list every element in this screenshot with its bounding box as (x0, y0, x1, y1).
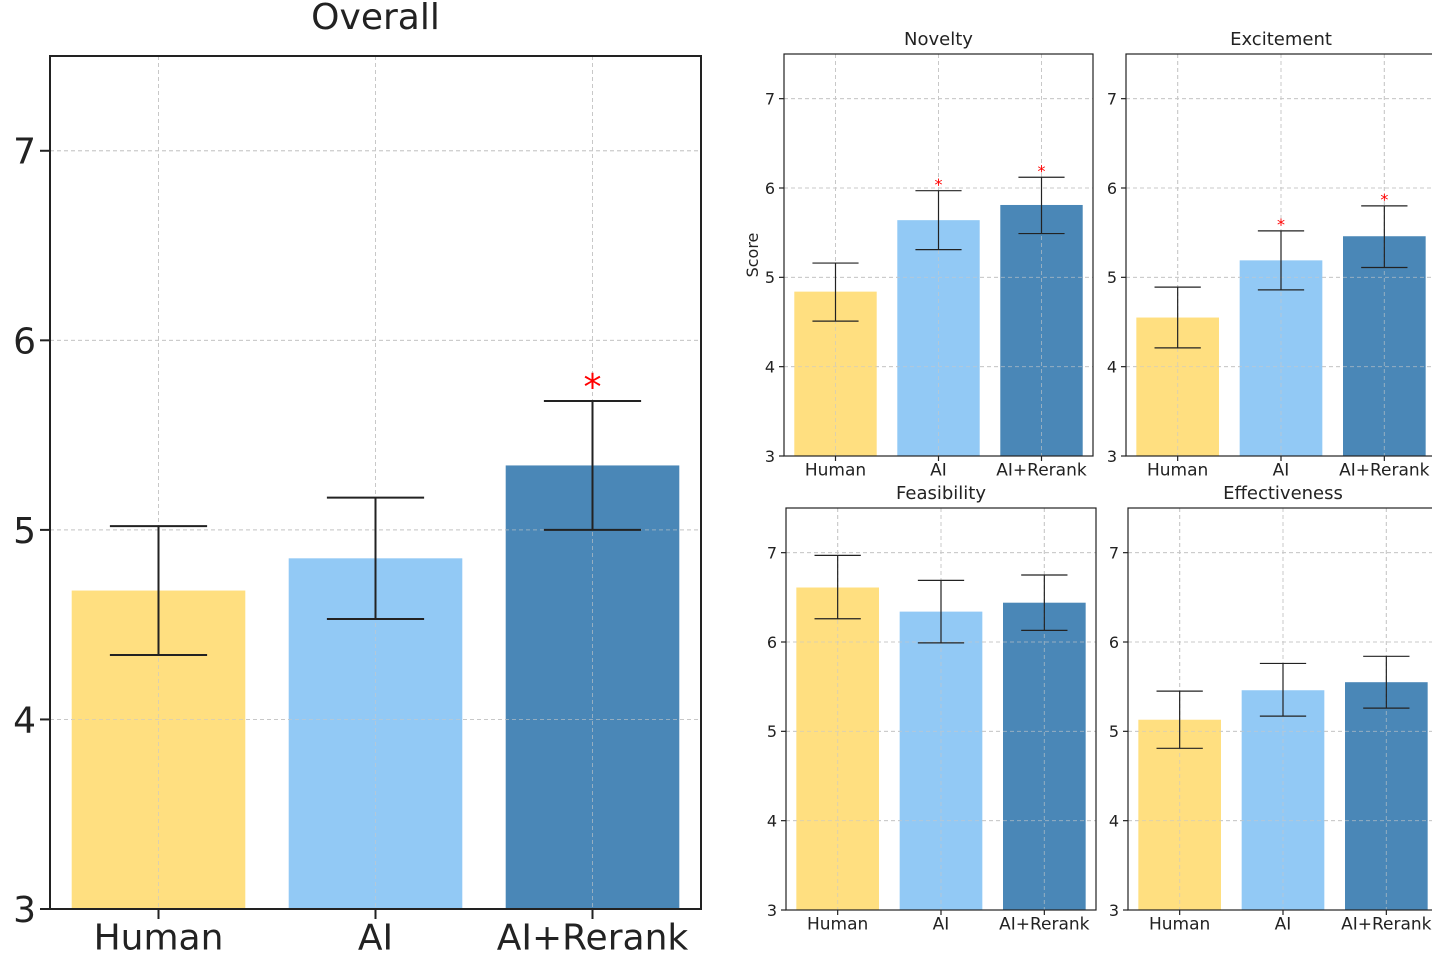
x-tick-label: AI (358, 918, 393, 954)
x-tick-label: AI+Rerank (996, 460, 1087, 480)
x-tick-label: AI (930, 460, 947, 480)
chart-panel-overall: * 3 4 5 6 7 Human AI AI+Rerank Overall (13, 0, 702, 954)
y-tick-label: 6 (767, 633, 777, 652)
y-tick-label: 7 (767, 543, 777, 562)
x-tick-label: AI+Rerank (1341, 914, 1432, 934)
chart-title: Novelty (904, 29, 973, 50)
y-tick-label: 5 (13, 511, 36, 552)
x-tick-label: Human (807, 914, 868, 934)
chart-panel-feasibility: 3 4 5 6 7 Human AI AI+Rerank Feasibility (767, 483, 1097, 934)
y-tick-label: 3 (765, 447, 775, 466)
y-tick-label: 4 (13, 700, 36, 741)
y-tick-label: 5 (1109, 722, 1119, 741)
y-tick-label: 6 (1109, 633, 1119, 652)
chart-panel-novelty: * * 3 4 5 6 7 Human AI AI+Rerank Novelty Score (743, 29, 1094, 480)
y-axis-label: Score (743, 233, 762, 278)
x-tick-label: Human (1149, 914, 1210, 934)
significance-marker: * (935, 175, 943, 194)
chart-title: Overall (311, 0, 440, 38)
bar-ai-rerank (1343, 236, 1426, 456)
y-tick-label: 6 (13, 321, 36, 362)
y-tick-label: 4 (1107, 357, 1117, 376)
chart-title: Effectiveness (1223, 483, 1343, 504)
chart-panel-excitement: * * 3 4 5 6 7 Human AI AI+Rerank Excitement (1107, 29, 1432, 480)
y-tick-label: 7 (765, 89, 775, 108)
y-tick-label: 4 (767, 811, 777, 830)
y-tick-label: 3 (13, 890, 36, 931)
x-tick-label: AI (1273, 460, 1290, 480)
y-tick-label: 7 (13, 132, 36, 173)
significance-marker: * (1277, 215, 1285, 234)
chart-title: Feasibility (896, 483, 986, 504)
y-tick-label: 4 (765, 357, 775, 376)
y-tick-label: 6 (1107, 179, 1117, 198)
x-tick-label: Human (805, 460, 866, 480)
chart-panel-effectiveness: 3 4 5 6 7 Human AI AI+Rerank Effectiveness (1109, 483, 1432, 934)
x-tick-label: AI+Rerank (999, 914, 1090, 934)
significance-marker: * (584, 367, 602, 408)
significance-marker: * (1380, 190, 1388, 209)
y-tick-label: 7 (1107, 89, 1117, 108)
bar-ai (1241, 690, 1325, 910)
y-tick-label: 3 (1107, 447, 1117, 466)
y-tick-label: 5 (1107, 268, 1117, 287)
y-tick-label: 5 (767, 722, 777, 741)
y-tick-label: 7 (1109, 543, 1119, 562)
x-tick-label: Human (94, 918, 224, 954)
y-tick-label: 5 (765, 268, 775, 287)
x-tick-label: Human (1147, 460, 1208, 480)
y-tick-label: 3 (767, 901, 777, 920)
x-tick-label: AI (933, 914, 950, 934)
x-tick-label: AI+Rerank (1339, 460, 1430, 480)
y-tick-label: 4 (1109, 811, 1119, 830)
x-tick-label: AI (1275, 914, 1292, 934)
bar-human (1138, 719, 1221, 910)
chart-title: Excitement (1230, 29, 1332, 50)
x-tick-label: AI+Rerank (497, 918, 689, 954)
significance-marker: * (1038, 161, 1046, 180)
y-tick-label: 6 (765, 179, 775, 198)
y-tick-label: 3 (1109, 901, 1119, 920)
